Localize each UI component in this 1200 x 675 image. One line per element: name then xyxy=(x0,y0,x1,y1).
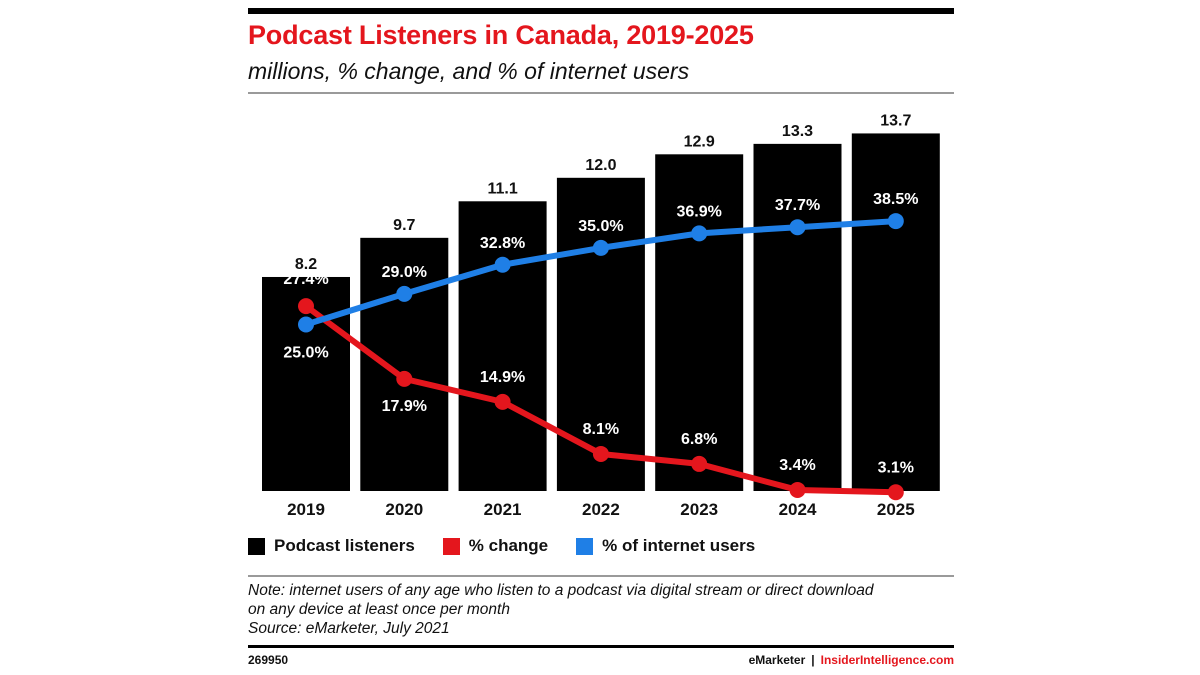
internet-users-label: 37.7% xyxy=(775,197,820,214)
legend-label: Podcast listeners xyxy=(274,536,415,555)
note-line: Note: internet users of any age who list… xyxy=(248,582,874,599)
bar xyxy=(753,143,842,491)
note-line: on any device at least once per month xyxy=(248,601,510,618)
bar xyxy=(360,237,449,491)
legend-item-internet-users: % of internet users xyxy=(576,536,755,556)
subtitle-rule xyxy=(248,92,954,94)
x-tick-label: 2021 xyxy=(484,500,522,519)
combo-chart: 8.2 2019 9.7 2020 11.1 2021 12.0 2022 12.9 2023 13… xyxy=(262,112,940,519)
credit: eMarketer | InsiderIntelligence.com xyxy=(749,653,954,667)
internet-users-label: 29.0% xyxy=(382,264,427,281)
legend: Podcast listeners % change % of internet… xyxy=(248,536,755,556)
internet-users-label: 38.5% xyxy=(873,191,918,208)
internet-users-label: 35.0% xyxy=(578,218,623,235)
bar-value-label: 8.2 xyxy=(295,256,317,273)
change-label: 6.8% xyxy=(681,431,717,448)
top-rule xyxy=(248,8,954,14)
credit-separator: | xyxy=(811,653,815,667)
x-tick-label: 2020 xyxy=(385,500,423,519)
lines-layer xyxy=(298,213,904,501)
x-tick-label: 2019 xyxy=(287,500,325,519)
legend-swatch-change xyxy=(442,537,460,555)
legend-swatch-bars xyxy=(248,537,265,555)
bar-value-label: 12.9 xyxy=(684,133,715,150)
change-point xyxy=(691,455,708,472)
change-label: 17.9% xyxy=(382,398,427,415)
chart-note: Note: internet users of any age who list… xyxy=(248,581,954,638)
internet-users-point xyxy=(494,256,511,273)
x-tick-label: 2022 xyxy=(582,500,620,519)
change-label: 3.4% xyxy=(779,457,815,474)
bar xyxy=(458,201,547,491)
internet-users-point xyxy=(887,213,904,230)
labels-layer: 8.2 2019 9.7 2020 11.1 2021 12.0 2022 12.9 2023 13… xyxy=(283,112,918,519)
change-label: 8.1% xyxy=(583,421,619,438)
bar-value-label: 12.0 xyxy=(585,157,616,174)
internet-users-label: 36.9% xyxy=(677,203,722,220)
change-label: 3.1% xyxy=(878,459,914,476)
chart-subtitle: millions, % change, and % of internet us… xyxy=(248,58,690,84)
internet-users-point xyxy=(592,239,609,256)
note-rule xyxy=(248,575,954,577)
internet-users-point xyxy=(789,219,806,236)
bottom-rule xyxy=(248,645,954,648)
chart-title: Podcast Listeners in Canada, 2019-2025 xyxy=(248,20,754,50)
source-line: Source: eMarketer, July 2021 xyxy=(248,620,450,637)
change-point xyxy=(298,298,314,315)
internet-users-point xyxy=(396,285,413,302)
bars-layer xyxy=(262,133,940,492)
internet-users-point xyxy=(691,225,708,242)
internet-users-label: 32.8% xyxy=(480,235,525,252)
x-tick-label: 2025 xyxy=(877,500,915,519)
change-point xyxy=(789,481,806,498)
bar xyxy=(851,133,940,491)
bar-value-label: 11.1 xyxy=(487,180,517,197)
change-point xyxy=(494,393,511,410)
bar-value-label: 13.3 xyxy=(782,123,813,140)
change-point xyxy=(592,445,609,462)
legend-swatch-internet-users xyxy=(576,537,594,555)
bar-value-label: 9.7 xyxy=(393,217,415,234)
bar-value-label: 13.7 xyxy=(880,112,911,129)
change-label: 27.4% xyxy=(283,271,328,288)
brand-insider-intelligence: InsiderIntelligence.com xyxy=(820,653,954,667)
change-point xyxy=(887,484,904,501)
internet-users-label: 25.0% xyxy=(283,345,328,362)
legend-label: % of internet users xyxy=(602,536,756,555)
legend-label: % change xyxy=(468,536,549,555)
x-tick-label: 2024 xyxy=(779,500,817,519)
change-label: 14.9% xyxy=(480,369,525,386)
chart-id: 269950 xyxy=(248,653,289,667)
legend-item-podcast-listeners: Podcast listeners xyxy=(248,536,415,556)
brand-emarketer: eMarketer xyxy=(748,653,806,667)
legend-item-change: % change xyxy=(442,536,549,556)
change-point xyxy=(396,370,413,387)
bar xyxy=(655,154,744,491)
x-tick-label: 2023 xyxy=(680,500,718,519)
internet-users-point xyxy=(298,316,314,333)
